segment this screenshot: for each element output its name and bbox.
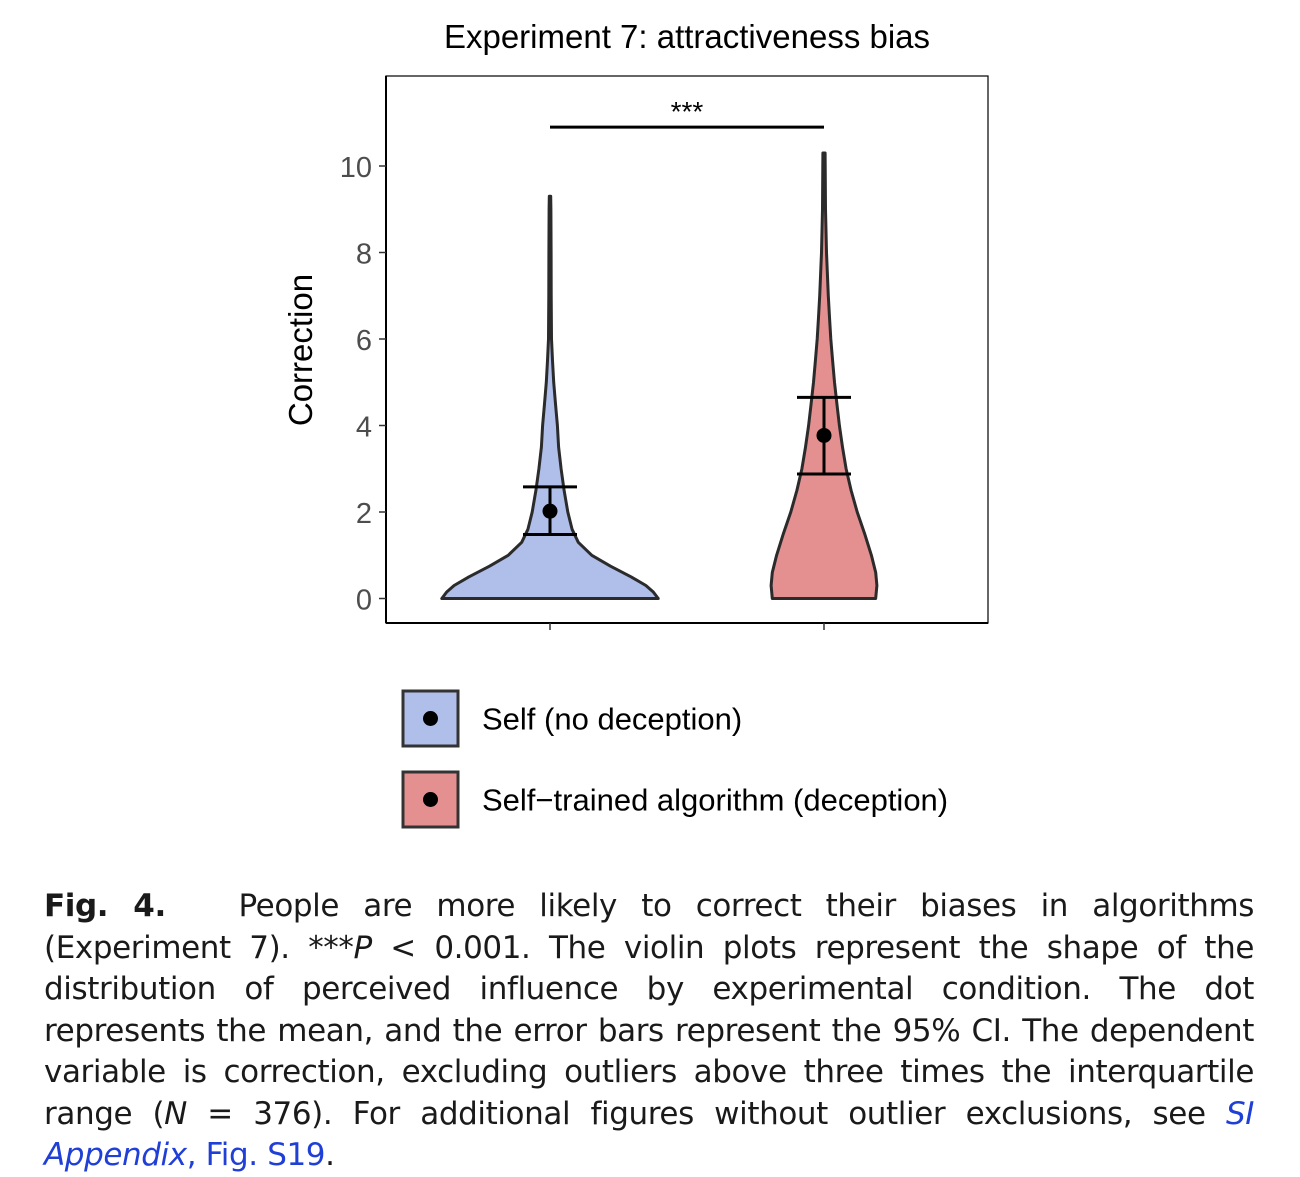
chart-title: Experiment 7: attractiveness bias xyxy=(444,18,930,55)
caption-n: N xyxy=(164,1095,187,1132)
y-tick-label: 8 xyxy=(356,239,372,271)
legend: Self (no deception) Self−trained algorith… xyxy=(401,689,948,829)
legend-key-dot-2 xyxy=(423,792,438,807)
y-tick-label: 10 xyxy=(340,152,372,184)
figure-caption: Fig. 4. People are more likely to correc… xyxy=(44,886,1254,1177)
mean-point-2 xyxy=(816,427,832,443)
caption-text-1: People are more likely to correct their … xyxy=(44,888,1254,966)
y-tick-label: 0 xyxy=(356,585,372,617)
caption-text-2: < 0.001. The violin plots represent the … xyxy=(44,929,1254,1132)
mean-point-1 xyxy=(542,503,558,519)
legend-key-dot-1 xyxy=(423,711,438,726)
caption-end: . xyxy=(325,1137,335,1173)
caption-label: Fig. 4. xyxy=(44,888,166,924)
plot-area: 0 2 4 6 8 10 *** xyxy=(340,75,989,630)
legend-key-1 xyxy=(401,689,460,748)
y-axis-label: Correction xyxy=(282,274,319,426)
fig-s19-link[interactable]: , Fig. S19 xyxy=(186,1137,326,1173)
y-tick-label: 4 xyxy=(356,412,372,444)
y-tick-label: 2 xyxy=(356,498,372,530)
panel-border xyxy=(385,75,989,624)
caption-text-3: = 376). For additional figures without o… xyxy=(186,1095,1226,1132)
legend-label-2: Self−trained algorithm (deception) xyxy=(482,783,948,818)
y-tick-label: 6 xyxy=(356,325,372,357)
legend-label-1: Self (no deception) xyxy=(482,702,742,737)
violin-1 xyxy=(440,194,660,600)
caption-p: P xyxy=(353,929,373,966)
significance-label: *** xyxy=(671,96,704,127)
violin-2 xyxy=(769,151,879,600)
violin-chart: Experiment 7: attractiveness bias 0 2 4 6 8 1… xyxy=(282,18,989,829)
